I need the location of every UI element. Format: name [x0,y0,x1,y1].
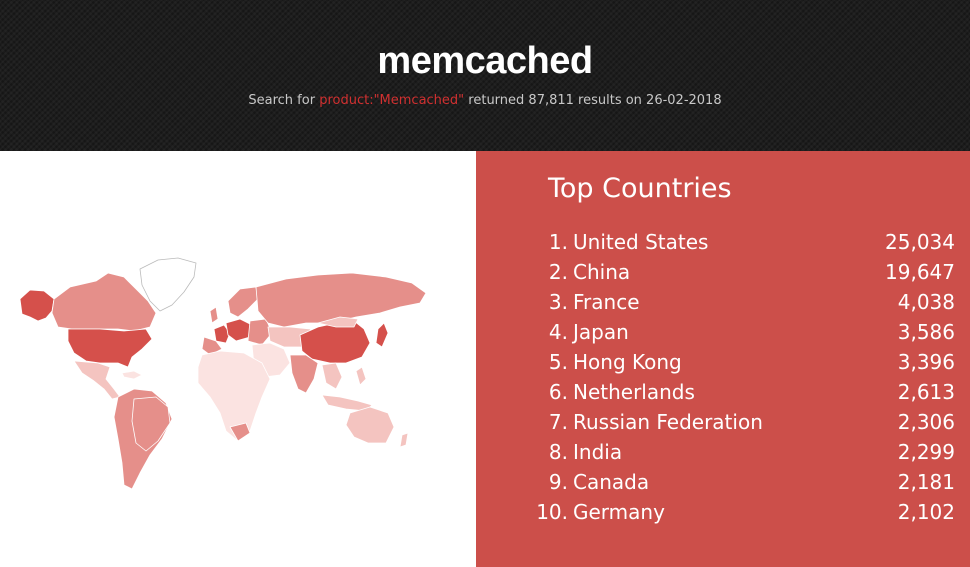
country-rank: 10. [536,500,568,524]
map-region-southeast-asia[interactable] [321,362,343,390]
country-count: 2,102 [897,500,955,524]
country-rank: 1. [548,230,568,254]
map-region-philippines[interactable] [355,366,367,386]
map-region-caribbean[interactable] [121,370,143,380]
search-summary: Search for product:"Memcached" returned … [0,93,970,108]
map-region-greenland[interactable] [139,257,197,312]
top-countries-panel: Top Countries 1. United States 25,034 2. Ch… [476,151,970,567]
country-count: 2,299 [897,440,955,464]
country-row[interactable]: 4. Japan 3,586 [531,317,955,347]
country-count: 3,586 [897,320,955,344]
summary-prefix: Search for [248,93,320,108]
country-count: 19,647 [885,260,955,284]
country-rank: 2. [548,260,568,284]
country-rank: 3. [548,290,568,314]
map-region-india[interactable] [289,354,319,394]
country-count: 2,613 [897,380,955,404]
country-row[interactable]: 5. Hong Kong 3,396 [531,347,955,377]
country-name: Hong Kong [573,350,682,374]
map-region-new-zealand[interactable] [399,432,409,448]
country-rank: 8. [548,440,568,464]
country-count: 3,396 [897,350,955,374]
map-region-mexico[interactable] [73,360,121,400]
map-region-france[interactable] [213,324,231,344]
country-rank: 9. [548,470,568,494]
map-region-eastern-europe[interactable] [247,318,273,346]
country-name: India [573,440,623,464]
map-region-australia[interactable] [345,406,395,444]
country-row[interactable]: 3. France 4,038 [531,287,955,317]
country-row[interactable]: 9. Canada 2,181 [531,467,955,497]
search-query-link[interactable]: product:"Memcached" [319,93,465,108]
map-region-canada[interactable] [51,272,157,332]
country-name: Netherlands [573,380,695,404]
country-row[interactable]: 7. Russian Federation 2,306 [531,407,955,437]
summary-suffix: returned 87,811 results on 26-02-2018 [464,93,722,108]
map-region-united-states[interactable] [67,328,153,368]
map-region-mongolia[interactable] [317,316,359,328]
map-region-brazil[interactable] [131,396,171,452]
page-title: memcached [377,40,593,82]
map-region-south-africa[interactable] [229,422,251,442]
map-region-japan[interactable] [375,322,389,348]
country-name: United States [573,230,709,254]
country-count: 2,181 [897,470,955,494]
country-name: Canada [573,470,650,494]
top-countries-list: 1. United States 25,034 2. China 19,647 3. Fr… [531,227,955,527]
country-rank: 6. [548,380,568,404]
header-banner: memcached Search for product:"Memcached"… [0,0,970,151]
map-region-china[interactable] [299,320,371,364]
world-map-panel [0,151,476,567]
map-region-africa[interactable] [197,350,271,442]
country-row[interactable]: 2. China 19,647 [531,257,955,287]
country-row[interactable]: 8. India 2,299 [531,437,955,467]
country-name: Germany [573,500,665,524]
country-rank: 4. [548,320,568,344]
map-region-alaska[interactable] [19,289,55,322]
country-row[interactable]: 6. Netherlands 2,613 [531,377,955,407]
country-name: Russian Federation [573,410,763,434]
map-region-uk[interactable] [209,306,219,324]
country-rank: 7. [548,410,568,434]
country-name: Japan [573,320,629,344]
country-count: 4,038 [897,290,955,314]
country-name: China [573,260,631,284]
map-region-scandinavia[interactable] [227,286,259,318]
country-row[interactable]: 1. United States 25,034 [531,227,955,257]
map-region-russia[interactable] [255,272,427,328]
world-map [19,257,427,490]
country-name: France [573,290,640,314]
country-count: 2,306 [897,410,955,434]
top-countries-title: Top Countries [548,173,732,204]
country-count: 25,034 [885,230,955,254]
country-rank: 5. [548,350,568,374]
country-row[interactable]: 10. Germany 2,102 [531,497,955,527]
